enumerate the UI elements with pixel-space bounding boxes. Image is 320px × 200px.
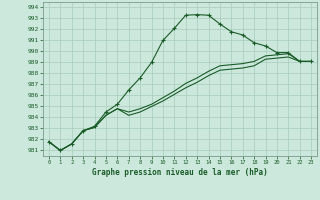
X-axis label: Graphe pression niveau de la mer (hPa): Graphe pression niveau de la mer (hPa) [92,168,268,177]
